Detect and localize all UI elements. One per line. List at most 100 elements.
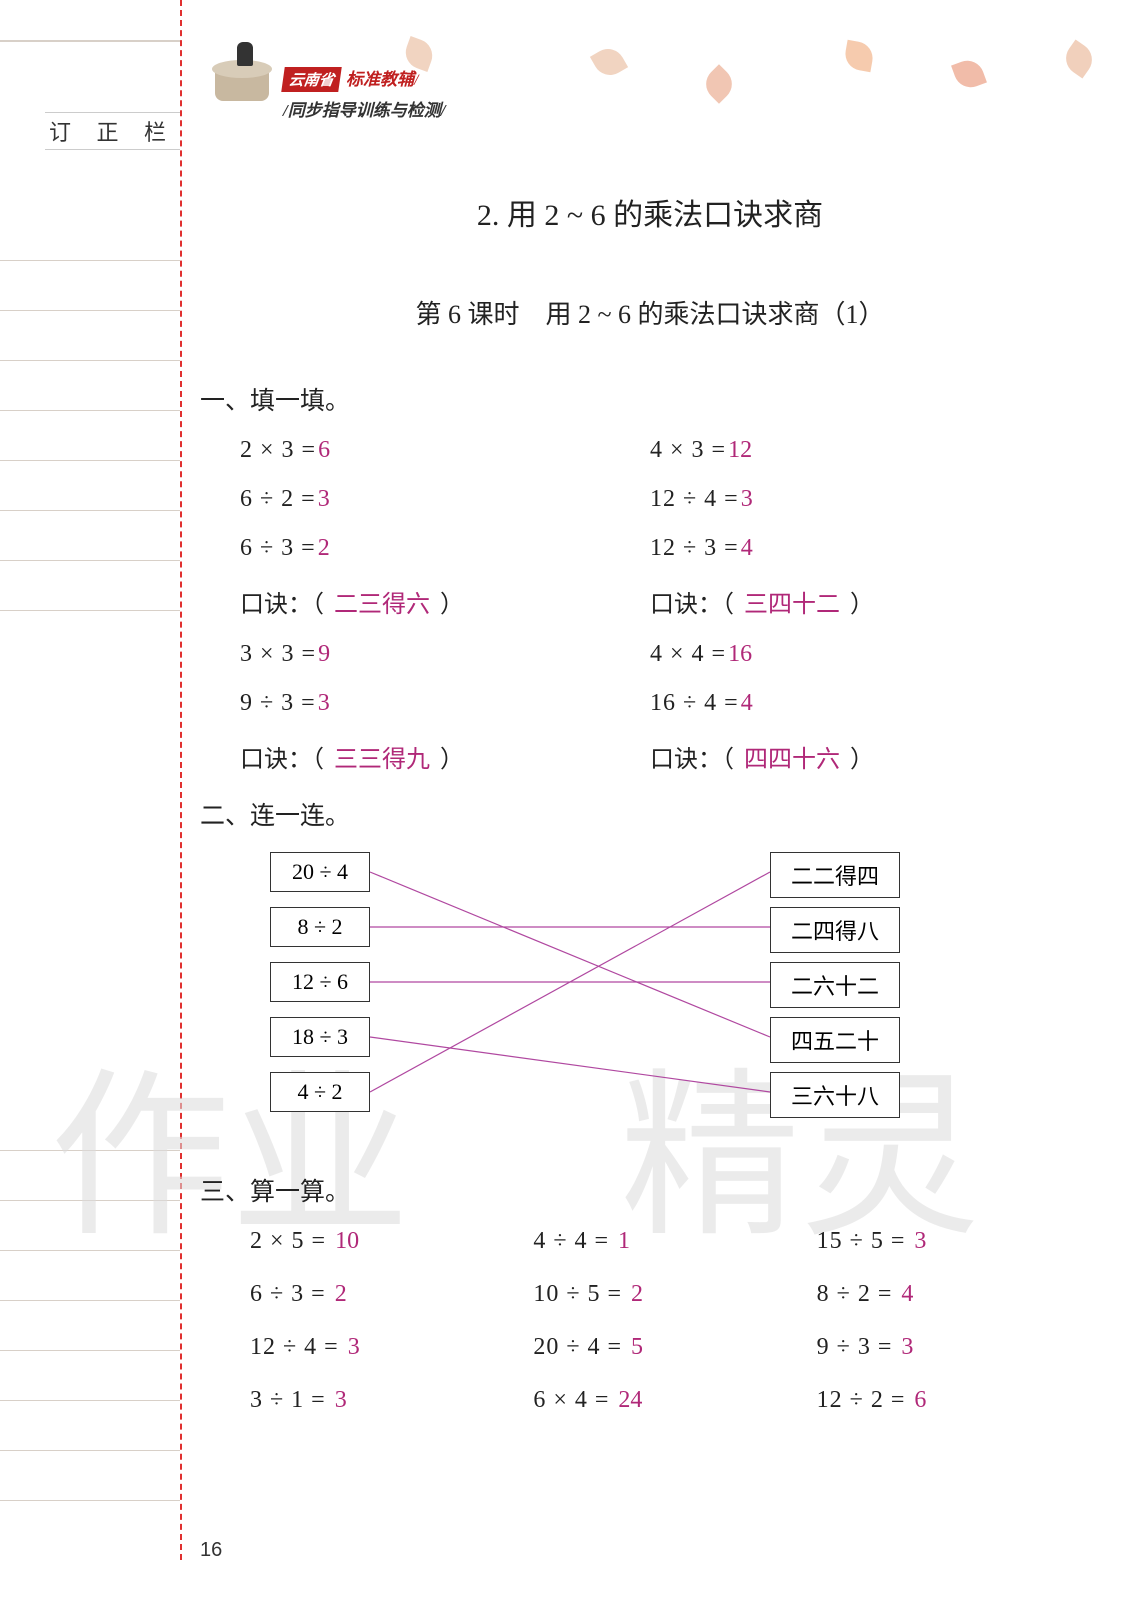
fill-row: 6 ÷ 3 =2 12 ÷ 3 =4 (240, 535, 1100, 562)
expression: 12 ÷ 2 = (817, 1387, 913, 1413)
answer: 2 (631, 1281, 643, 1307)
koujue-answer: 二三得六 (334, 592, 430, 618)
rule-line (0, 560, 180, 561)
answer: 2 (335, 1281, 347, 1307)
answer: 5 (631, 1334, 643, 1360)
expression: 16 ÷ 4 = (650, 690, 739, 716)
answer: 6 (914, 1387, 926, 1413)
expression: 2 × 5 = (250, 1228, 333, 1254)
leaf-icon (699, 64, 739, 104)
answer: 4 (741, 535, 753, 561)
answer: 3 (901, 1334, 913, 1360)
calc-grid: 2 × 5 = 104 ÷ 4 = 115 ÷ 5 = 36 ÷ 3 = 210… (250, 1228, 1100, 1414)
rule-line (0, 1400, 180, 1401)
section-1-head: 一、填一填。 (200, 381, 1100, 417)
koujue-answer: 三三得九 (334, 747, 430, 773)
match-left-item: 20 ÷ 4 (270, 852, 370, 892)
main-content: 2. 用 2 ~ 6 的乘法口诀求商 第 6 课时 用 2 ~ 6 的乘法口诀求… (200, 160, 1100, 1440)
rule-line (0, 1350, 180, 1351)
page-number: 16 (200, 1539, 222, 1562)
koujue-label: 口诀：（ (240, 747, 324, 773)
expression: 9 ÷ 3 = (817, 1334, 900, 1360)
rule-line (0, 1450, 180, 1451)
koujue-label: 口诀：（ (240, 592, 324, 618)
koujue-answer: 三四十二 (744, 592, 840, 618)
chapter-title: 2. 用 2 ~ 6 的乘法口诀求商 (200, 190, 1100, 234)
answer: 2 (318, 535, 330, 561)
calc-row: 12 ÷ 4 = 3 20 ÷ 4 = 5 9 ÷ 3 = 3 (250, 1334, 1100, 1361)
rule-line (0, 1200, 180, 1201)
answer: 9 (318, 641, 330, 667)
match-line (370, 872, 770, 1092)
brand-red-text: 标准教辅 (346, 65, 414, 90)
expression: 6 ÷ 3 = (240, 535, 316, 561)
leaf-icon (1060, 40, 1099, 79)
left-margin (0, 0, 180, 1600)
brand-block: 云南省 标准教辅/ /同步指导训练与检测/ (283, 65, 445, 121)
fill-row: 9 ÷ 3 =3 16 ÷ 4 =4 (240, 690, 1100, 717)
rule-line (0, 360, 180, 361)
match-left-item: 12 ÷ 6 (270, 962, 370, 1002)
answer: 24 (618, 1387, 642, 1413)
expression: 12 ÷ 4 = (250, 1334, 346, 1360)
answer: 3 (318, 486, 330, 512)
person-icon (237, 42, 253, 66)
answer: 16 (728, 641, 752, 667)
match-right-item: 二六十二 (770, 962, 900, 1008)
brand-subtitle: /同步指导训练与检测/ (283, 96, 445, 121)
rule-line (0, 40, 180, 42)
match-left-item: 8 ÷ 2 (270, 907, 370, 947)
answer: 6 (318, 437, 330, 463)
answer: 1 (618, 1228, 630, 1254)
answer: 4 (901, 1281, 913, 1307)
answer: 10 (335, 1228, 359, 1254)
page: 订 正 栏 云南省 标准教辅/ /同步指导训练与检测/ 作业 精灵 2. 用 2… (0, 0, 1136, 1600)
correction-column-label: 订 正 栏 (45, 112, 180, 150)
answer: 3 (348, 1334, 360, 1360)
rule-line (0, 260, 180, 261)
expression: 3 ÷ 1 = (250, 1387, 333, 1413)
leaf-icon (590, 43, 628, 81)
expression: 6 ÷ 2 = (240, 486, 316, 512)
rule-line (0, 610, 180, 611)
match-right-item: 二四得八 (770, 907, 900, 953)
answer: 3 (318, 690, 330, 716)
match-line (370, 1037, 770, 1092)
expression: 20 ÷ 4 = (533, 1334, 629, 1360)
match-right-item: 二二得四 (770, 852, 900, 898)
expression: 6 ÷ 3 = (250, 1281, 333, 1307)
koujue-answer: 四四十六 (744, 747, 840, 773)
expression: 4 × 3 = (650, 437, 726, 463)
red-dashed-divider (180, 0, 182, 1560)
answer: 12 (728, 437, 752, 463)
expression: 3 × 3 = (240, 641, 316, 667)
rule-line (0, 1150, 180, 1151)
rule-line (0, 410, 180, 411)
match-line (370, 872, 770, 1037)
expression: 12 ÷ 3 = (650, 535, 739, 561)
answer: 4 (741, 690, 753, 716)
fill-in-grid: 2 × 3 =6 4 × 3 =12 6 ÷ 2 =312 ÷ 4 =3 6 ÷ 3 … (240, 437, 1100, 774)
match-right-item: 四五二十 (770, 1017, 900, 1063)
rule-line (0, 1500, 180, 1501)
expression: 9 ÷ 3 = (240, 690, 316, 716)
koujue-row: 口诀：（三三得九）口诀：（四四十六） (240, 739, 1100, 774)
rule-line (0, 310, 180, 311)
fill-row: 2 × 3 =6 4 × 3 =12 (240, 437, 1100, 464)
match-left-item: 18 ÷ 3 (270, 1017, 370, 1057)
section-3-head: 三、算一算。 (200, 1172, 1100, 1208)
lesson-title: 第 6 课时 用 2 ~ 6 的乘法口诀求商（1） (200, 294, 1100, 331)
matching-area: 20 ÷ 48 ÷ 212 ÷ 618 ÷ 34 ÷ 2二二得四二四得八二六十二… (240, 852, 1040, 1152)
section-2-head: 二、连一连。 (200, 796, 1100, 832)
koujue-label: 口诀：（ (650, 592, 734, 618)
expression: 2 × 3 = (240, 437, 316, 463)
tree-stump-icon (207, 60, 277, 115)
calc-row: 2 × 5 = 104 ÷ 4 = 115 ÷ 5 = 3 (250, 1228, 1100, 1255)
fill-row: 6 ÷ 2 =312 ÷ 4 =3 (240, 486, 1100, 513)
rule-line (0, 460, 180, 461)
leaf-icon (843, 40, 875, 72)
expression: 8 ÷ 2 = (817, 1281, 900, 1307)
expression: 10 ÷ 5 = (533, 1281, 629, 1307)
match-right-item: 三六十八 (770, 1072, 900, 1118)
answer: 3 (335, 1387, 347, 1413)
